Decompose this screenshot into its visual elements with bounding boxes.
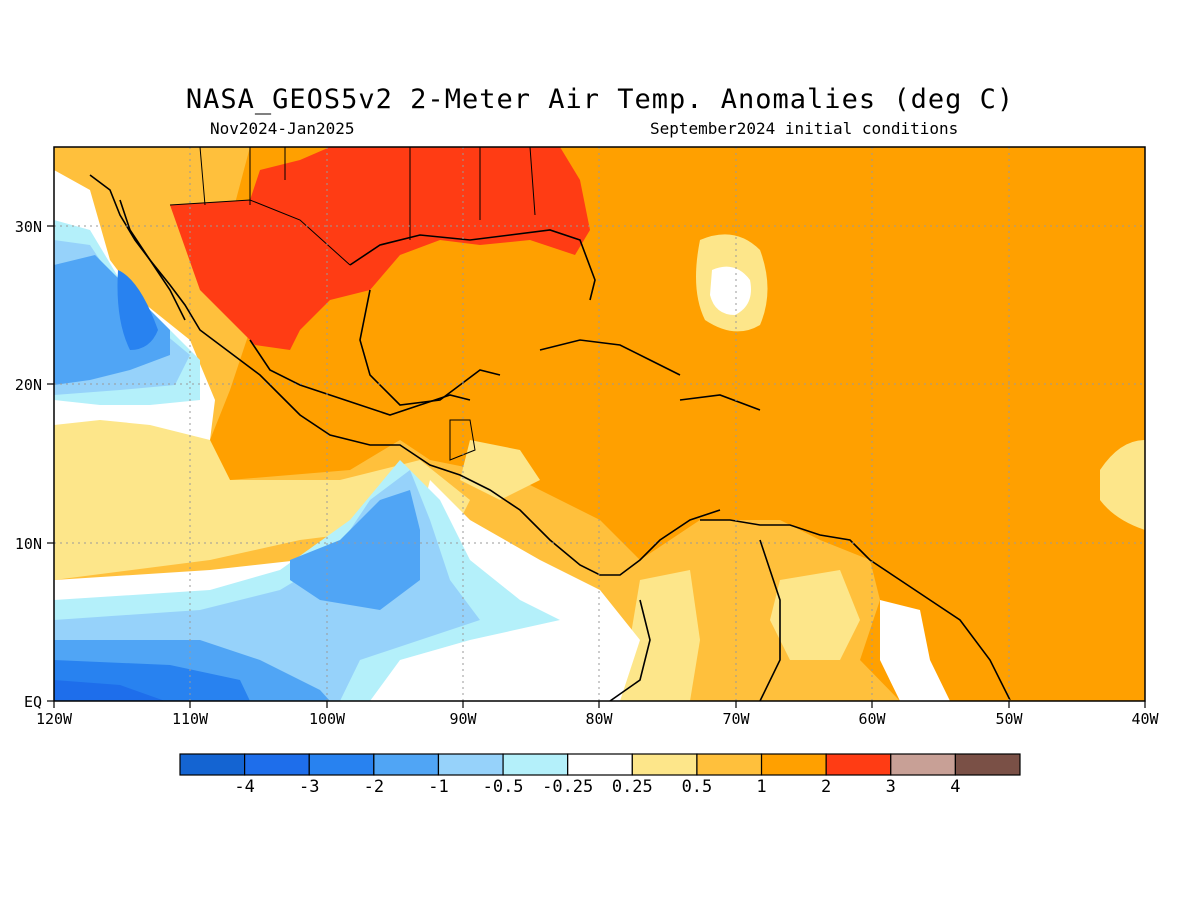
colorbar-label: 0.5 (682, 777, 713, 797)
initial-conditions: September2024 initial conditions (650, 119, 959, 138)
map-title: NASA_GEOS5v2 2-Meter Air Temp. Anomalies… (185, 84, 1015, 115)
colorbar-label: -0.25 (542, 777, 593, 797)
colorbar-swatch (696, 753, 763, 776)
colorbar-swatch (825, 753, 892, 776)
colorbar-label: -4 (234, 777, 254, 797)
colorbar-swatch (567, 753, 633, 776)
colorbar-swatch (631, 753, 698, 776)
axis-ticks (47, 225, 1146, 708)
colorbar-swatch (890, 753, 956, 776)
gridlines (54, 147, 1145, 701)
anomaly-region-1-2 (580, 147, 650, 190)
colorbar-label: 0.25 (612, 777, 653, 797)
anomaly-region-2-3 (170, 147, 590, 350)
colorbar-swatch (502, 753, 569, 776)
y-tick-label: 30N (15, 218, 42, 236)
colorbar-swatch (954, 753, 1021, 776)
y-tick-label: 20N (15, 376, 42, 394)
anomaly-region-minus-1 (290, 490, 420, 610)
colorbar-label: -0.5 (483, 777, 524, 797)
x-tick-label: 40W (1131, 710, 1159, 728)
x-tick-label: 100W (309, 710, 346, 728)
x-axis-labels: 120W 110W 100W 90W 80W 70W 60W 50W 40W (36, 710, 1160, 728)
colorbar-label: -3 (299, 777, 319, 797)
colorbar-swatch (244, 753, 310, 776)
x-tick-label: 80W (585, 710, 613, 728)
x-tick-label: 50W (995, 710, 1023, 728)
anomaly-region-0.5-1 (54, 147, 900, 701)
anomaly-field (54, 147, 1145, 701)
colorbar-swatch (437, 753, 504, 776)
forecast-period: Nov2024-Jan2025 (210, 119, 355, 138)
x-tick-label: 110W (172, 710, 209, 728)
x-tick-label: 60W (858, 710, 886, 728)
anomaly-region-minus-3 (54, 680, 165, 701)
colorbar-label: 2 (821, 777, 831, 797)
colorbar-label: 3 (886, 777, 896, 797)
anomaly-region-minus-1 (54, 255, 170, 385)
y-tick-label: EQ (24, 693, 42, 711)
colorbar-swatch (179, 753, 246, 776)
colorbar-label: 1 (756, 777, 766, 797)
colorbar-label: 4 (950, 777, 960, 797)
political-borders (169, 147, 536, 461)
anomaly-region-near-zero (880, 600, 950, 701)
anomaly-region-near-zero (710, 266, 751, 315)
anomaly-region-minus-2 (117, 270, 158, 350)
colorbar-swatch (760, 753, 827, 776)
anomaly-region-0.25-0.5 (1100, 440, 1145, 530)
x-tick-label: 70W (722, 710, 750, 728)
x-tick-label: 120W (36, 710, 73, 728)
x-tick-label: 90W (449, 710, 477, 728)
colorbar-swatch (373, 753, 440, 776)
y-axis-labels: EQ 10N 20N 30N (15, 218, 42, 711)
colorbar-label: -1 (428, 777, 448, 797)
colorbar-label: -2 (364, 777, 384, 797)
coastlines (89, 174, 1011, 701)
y-tick-label: 10N (15, 535, 42, 553)
anomaly-region-0.25-0.5 (770, 570, 860, 660)
colorbar: -4 -3 -2 -1 -0.5 -0.25 0.25 0.5 1 2 3 4 (179, 753, 1021, 797)
colorbar-swatch (308, 753, 375, 776)
